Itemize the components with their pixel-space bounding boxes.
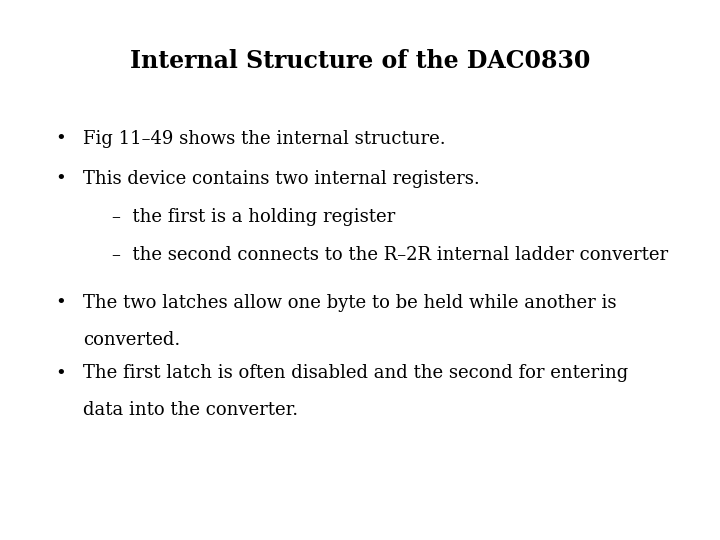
Text: –  the second connects to the R–2R internal ladder converter: – the second connects to the R–2R intern… xyxy=(112,246,667,264)
Text: Fig 11–49 shows the internal structure.: Fig 11–49 shows the internal structure. xyxy=(83,130,446,147)
Text: •: • xyxy=(55,294,66,312)
Text: •: • xyxy=(55,130,66,147)
Text: –  the first is a holding register: – the first is a holding register xyxy=(112,208,395,226)
Text: The two latches allow one byte to be held while another is: The two latches allow one byte to be hel… xyxy=(83,294,616,312)
Text: •: • xyxy=(55,364,66,382)
Text: converted.: converted. xyxy=(83,331,180,349)
Text: data into the converter.: data into the converter. xyxy=(83,401,298,419)
Text: This device contains two internal registers.: This device contains two internal regist… xyxy=(83,170,480,188)
Text: The first latch is often disabled and the second for entering: The first latch is often disabled and th… xyxy=(83,364,628,382)
Text: Internal Structure of the DAC0830: Internal Structure of the DAC0830 xyxy=(130,49,590,72)
Text: •: • xyxy=(55,170,66,188)
